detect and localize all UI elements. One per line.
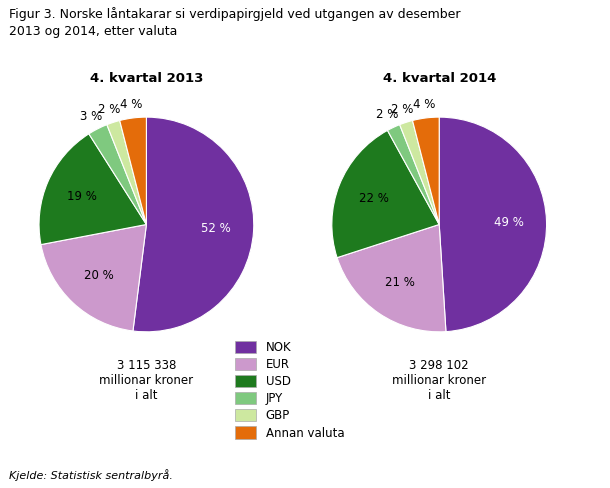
- Wedge shape: [133, 117, 254, 332]
- Text: 3 %: 3 %: [80, 110, 102, 123]
- Text: 3 298 102
millionar kroner
i alt: 3 298 102 millionar kroner i alt: [392, 359, 486, 402]
- Text: 3 115 338
millionar kroner
i alt: 3 115 338 millionar kroner i alt: [99, 359, 193, 402]
- Text: 22 %: 22 %: [359, 192, 389, 205]
- Title: 4. kvartal 2013: 4. kvartal 2013: [90, 72, 203, 85]
- Text: 52 %: 52 %: [201, 223, 231, 235]
- Wedge shape: [337, 224, 446, 332]
- Wedge shape: [39, 134, 146, 244]
- Wedge shape: [387, 124, 439, 224]
- Text: 2 %: 2 %: [98, 102, 120, 116]
- Wedge shape: [332, 130, 439, 258]
- Text: 2 %: 2 %: [376, 108, 399, 121]
- Text: 19 %: 19 %: [68, 190, 97, 203]
- Wedge shape: [439, 117, 547, 332]
- Text: Kjelde: Statistisk sentralbyrå.: Kjelde: Statistisk sentralbyrå.: [9, 469, 173, 481]
- Wedge shape: [41, 224, 146, 331]
- Wedge shape: [107, 121, 146, 224]
- Text: 49 %: 49 %: [494, 216, 524, 229]
- Wedge shape: [400, 121, 439, 224]
- Text: 4 %: 4 %: [413, 98, 435, 111]
- Wedge shape: [412, 117, 439, 224]
- Text: 4 %: 4 %: [120, 98, 142, 111]
- Text: 2 %: 2 %: [390, 102, 413, 116]
- Legend: NOK, EUR, USD, JPY, GBP, Annan valuta: NOK, EUR, USD, JPY, GBP, Annan valuta: [232, 337, 348, 443]
- Title: 4. kvartal 2014: 4. kvartal 2014: [382, 72, 496, 85]
- Text: Figur 3. Norske låntakarar si verdipapirgjeld ved utgangen av desember
2013 og 2: Figur 3. Norske låntakarar si verdipapir…: [9, 7, 461, 38]
- Wedge shape: [89, 124, 146, 224]
- Text: 20 %: 20 %: [84, 269, 113, 282]
- Wedge shape: [120, 117, 146, 224]
- Text: 21 %: 21 %: [385, 276, 415, 289]
